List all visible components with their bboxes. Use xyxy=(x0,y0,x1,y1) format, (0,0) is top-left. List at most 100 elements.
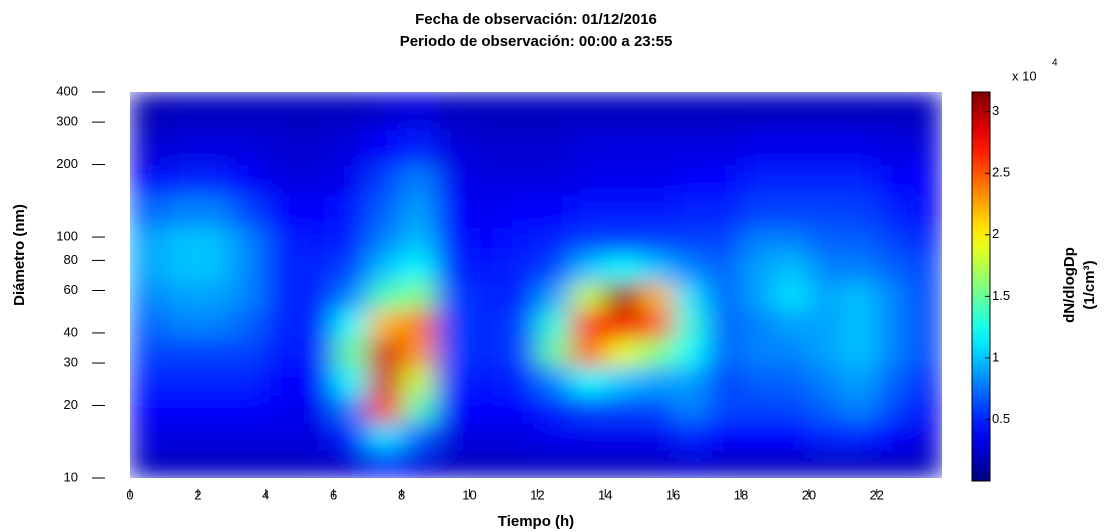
heat-cell xyxy=(231,194,267,228)
heat-cell xyxy=(876,338,912,368)
heat-cell xyxy=(774,92,810,130)
heat-cell xyxy=(639,338,674,368)
x-tick-label: 18 xyxy=(734,487,748,502)
heat-cell xyxy=(707,309,742,339)
heat-cell xyxy=(163,164,199,196)
heat-cell xyxy=(265,422,301,452)
y-tick-label: 400 xyxy=(56,83,78,98)
heat-cell xyxy=(605,92,640,130)
heat-cell xyxy=(639,164,674,196)
heat-cell xyxy=(197,227,233,255)
heat-cell xyxy=(808,129,844,166)
heat-cell xyxy=(130,254,165,283)
heat-cell xyxy=(707,254,742,283)
heat-cell xyxy=(163,395,199,423)
heat-cell xyxy=(299,254,335,283)
heat-cell xyxy=(571,282,606,311)
heat-cell xyxy=(469,194,504,228)
heat-cell xyxy=(741,338,776,368)
chart-subtitle: Periodo de observación: 00:00 a 23:55 xyxy=(400,33,673,50)
heat-cell xyxy=(197,309,233,339)
heat-cell xyxy=(605,309,640,339)
heat-cell xyxy=(231,254,267,283)
heat-cell xyxy=(265,366,301,396)
heat-cell xyxy=(503,254,538,283)
heat-cell xyxy=(605,282,640,311)
heat-cell xyxy=(571,164,606,196)
heat-cell xyxy=(231,227,267,255)
heat-cell xyxy=(673,129,708,166)
heat-cell xyxy=(163,450,199,478)
heat-cell xyxy=(741,164,776,196)
heat-cell xyxy=(673,254,708,283)
heat-cell xyxy=(265,129,301,166)
heat-cell xyxy=(231,450,267,478)
x-tick-label: 12 xyxy=(530,487,544,502)
heat-cell xyxy=(876,194,912,228)
heat-cell xyxy=(673,309,708,339)
heat-cell xyxy=(876,164,912,196)
heat-cell xyxy=(299,422,335,452)
heat-cell xyxy=(808,338,844,368)
heat-cell xyxy=(197,282,233,311)
heat-cell xyxy=(401,338,437,368)
heat-cell xyxy=(707,164,742,196)
colorbar-label: dN/dlogDp xyxy=(1061,247,1078,323)
heat-cell xyxy=(265,450,301,478)
heat-cell xyxy=(435,282,470,311)
heat-cell xyxy=(333,92,369,130)
heat-cell xyxy=(571,450,606,478)
heat-cell xyxy=(503,227,538,255)
heat-cell xyxy=(842,254,878,283)
heat-cell xyxy=(774,309,810,339)
heat-cell xyxy=(639,92,674,130)
heat-cell xyxy=(367,366,403,396)
heat-cell xyxy=(605,129,640,166)
heat-cell xyxy=(605,194,640,228)
y-tick-label: 20 xyxy=(64,397,78,412)
heat-cell xyxy=(401,164,437,196)
heat-cell xyxy=(503,92,538,130)
heat-cell xyxy=(537,366,572,396)
heat-cell xyxy=(741,366,776,396)
heat-cell xyxy=(367,129,403,166)
heat-cell xyxy=(435,92,470,130)
heat-cell xyxy=(265,309,301,339)
heat-cell xyxy=(639,422,674,452)
heat-cell xyxy=(774,254,810,283)
heat-cell xyxy=(673,422,708,452)
heat-cell xyxy=(231,366,267,396)
heat-cell xyxy=(808,395,844,423)
heat-cell xyxy=(265,194,301,228)
heat-cell xyxy=(367,395,403,423)
heat-cell xyxy=(910,129,942,166)
y-axis-label: Diámetro (nm) xyxy=(11,204,28,306)
heat-cell xyxy=(333,254,369,283)
heat-cell xyxy=(401,129,437,166)
heat-cell xyxy=(741,254,776,283)
heat-cell xyxy=(130,450,165,478)
heat-cell xyxy=(639,366,674,396)
x-tick-label: 4 xyxy=(262,487,269,502)
heat-cell xyxy=(605,450,640,478)
heat-cell xyxy=(910,92,942,130)
heat-cell xyxy=(163,366,199,396)
heat-cell xyxy=(231,338,267,368)
heat-cell xyxy=(707,422,742,452)
heat-cell xyxy=(503,422,538,452)
heat-cell xyxy=(876,227,912,255)
heat-cell xyxy=(910,282,942,311)
heat-cell xyxy=(673,450,708,478)
heat-cell xyxy=(163,338,199,368)
heat-cell xyxy=(231,395,267,423)
heat-cell xyxy=(299,282,335,311)
heat-cell xyxy=(537,164,572,196)
heat-cell xyxy=(401,227,437,255)
colorbar-unit: (1/cm³) xyxy=(1081,260,1098,309)
heat-cell xyxy=(197,395,233,423)
heat-cell xyxy=(673,227,708,255)
heat-cell xyxy=(299,395,335,423)
heat-cell xyxy=(469,395,504,423)
heat-cell xyxy=(537,309,572,339)
heat-cell xyxy=(910,338,942,368)
